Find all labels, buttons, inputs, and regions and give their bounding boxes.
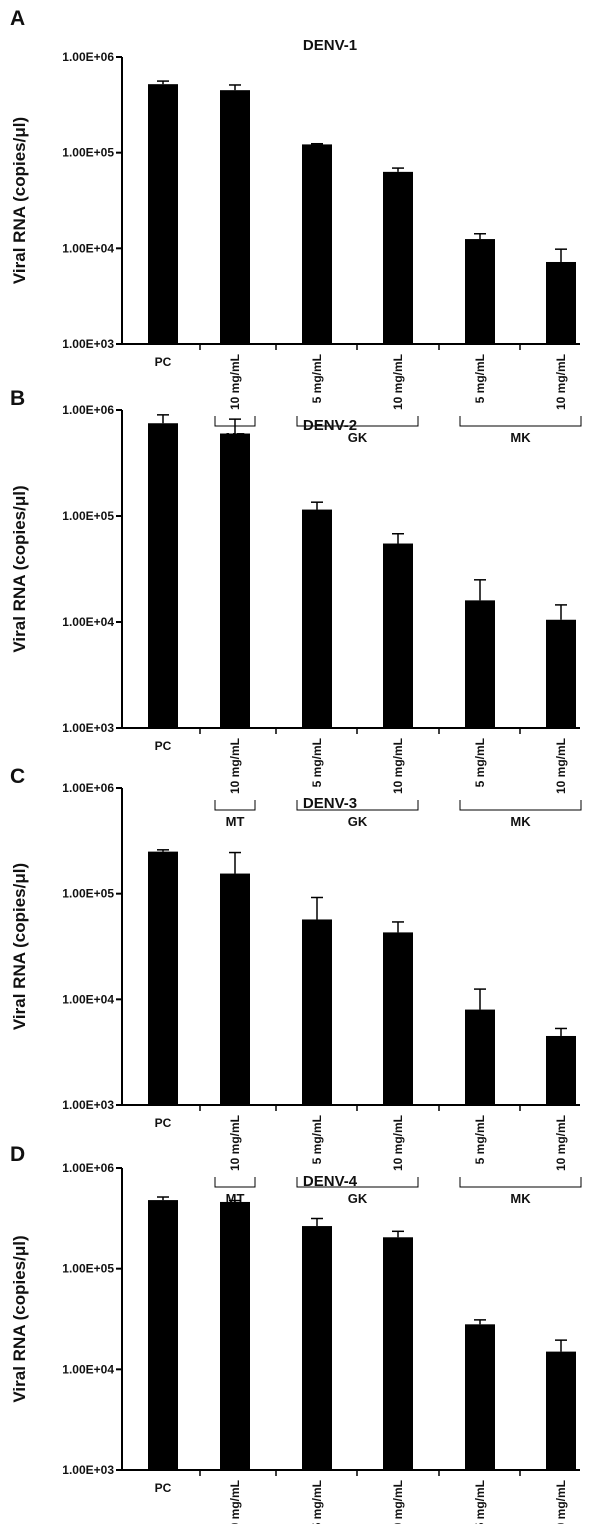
bar: [383, 171, 413, 344]
category-label: 10 mg/mL: [391, 1480, 405, 1524]
bar: [220, 873, 250, 1105]
group-label: GK: [348, 430, 368, 445]
category-label: 5 mg/mL: [473, 1115, 487, 1164]
bar: [220, 1201, 250, 1470]
bar: [220, 90, 250, 345]
bar: [148, 84, 178, 345]
category-label: 5 mg/mL: [473, 738, 487, 787]
bar: [302, 1226, 332, 1470]
chart-title: DENV-4: [303, 1173, 358, 1190]
group-bracket: [296, 800, 419, 811]
category-label: 10 mg/mL: [554, 1480, 568, 1524]
bar: [465, 1324, 495, 1470]
bar: [546, 261, 576, 344]
y-tick-label: 1.00E+03: [62, 337, 114, 351]
y-axis-label: Viral RNA (copies/μl): [10, 117, 29, 284]
category-label: 10 mg/mL: [391, 1115, 405, 1171]
y-tick-label: 1.00E+04: [62, 1362, 114, 1376]
bar: [302, 919, 332, 1105]
group-label: MT: [226, 814, 245, 829]
y-tick-label: 1.00E+04: [62, 241, 114, 255]
category-label: 5 mg/mL: [473, 354, 487, 403]
bar: [465, 239, 495, 344]
panel-letter: C: [10, 765, 25, 788]
group-bracket: [459, 800, 582, 811]
y-tick-label: 1.00E+04: [62, 615, 114, 629]
y-axis-label: Viral RNA (copies/μl): [10, 863, 29, 1030]
y-tick-label: 1.00E+05: [62, 1262, 114, 1276]
bar: [383, 932, 413, 1105]
chart-title: DENV-2: [303, 417, 357, 434]
group-bracket: [214, 800, 256, 811]
group-bracket: [459, 416, 582, 427]
category-label: 5 mg/mL: [310, 1480, 324, 1524]
category-label: 10 mg/mL: [554, 354, 568, 410]
group-label: MK: [510, 430, 531, 445]
y-tick-label: 1.00E+05: [62, 509, 114, 523]
category-label: 10 mg/mL: [554, 1115, 568, 1171]
y-tick-label: 1.00E+04: [62, 992, 114, 1006]
chart-title: DENV-3: [303, 795, 357, 812]
y-tick-label: 1.00E+03: [62, 1463, 114, 1477]
y-axis-label: Viral RNA (copies/μl): [10, 1235, 29, 1402]
panel-B: B DENV-2 Viral RNA (copies/μl) 1.00E+03 1.00…: [10, 387, 582, 829]
category-label: 10 mg/mL: [228, 738, 242, 794]
y-tick-label: 1.00E+03: [62, 721, 114, 735]
category-label: PC: [155, 1481, 172, 1495]
category-label: PC: [155, 355, 172, 369]
group-bracket: [214, 1177, 256, 1188]
category-label: 10 mg/mL: [228, 354, 242, 410]
bar: [546, 1035, 576, 1105]
y-tick-label: 1.00E+06: [62, 781, 114, 795]
panel-letter: A: [10, 7, 25, 30]
group-bracket: [296, 416, 419, 427]
category-label: 5 mg/mL: [310, 354, 324, 403]
category-label: 10 mg/mL: [391, 738, 405, 794]
group-label: GK: [348, 814, 368, 829]
panel-C: C DENV-3 Viral RNA (copies/μl) 1.00E+03 1.00…: [10, 765, 582, 1206]
panel-letter: D: [10, 1143, 25, 1166]
y-tick-label: 1.00E+06: [62, 403, 114, 417]
category-label: 10 mg/mL: [391, 354, 405, 410]
y-tick-label: 1.00E+06: [62, 1161, 114, 1175]
panel-letter: B: [10, 387, 25, 410]
y-tick-label: 1.00E+06: [62, 50, 114, 64]
group-label: GK: [348, 1191, 368, 1206]
bar: [465, 1009, 495, 1105]
bar: [148, 1200, 178, 1470]
category-label: 5 mg/mL: [310, 1115, 324, 1164]
category-label: 10 mg/mL: [228, 1115, 242, 1171]
category-label: PC: [155, 1116, 172, 1130]
bar: [148, 423, 178, 728]
group-label: MK: [510, 1191, 531, 1206]
chart-title: DENV-1: [303, 37, 357, 54]
group-bracket: [459, 1177, 582, 1188]
group-bracket: [296, 1177, 419, 1188]
panel-A: A DENV-1 Viral RNA (copies/μl) 1.00E+03 1.00…: [10, 7, 582, 445]
bar: [546, 619, 576, 728]
panel-D: D DENV-4 Viral RNA (copies/μl) 1.00E+03 1.00…: [10, 1143, 580, 1524]
bar: [383, 1237, 413, 1470]
bar: [148, 851, 178, 1105]
category-label: PC: [155, 739, 172, 753]
y-tick-label: 1.00E+03: [62, 1098, 114, 1112]
bar: [546, 1351, 576, 1470]
y-axis-label: Viral RNA (copies/μl): [10, 485, 29, 652]
category-label: 5 mg/mL: [310, 738, 324, 787]
bar: [220, 433, 250, 728]
category-label: 5 mg/mL: [473, 1480, 487, 1524]
y-tick-label: 1.00E+05: [62, 887, 114, 901]
bar: [465, 600, 495, 728]
bar: [302, 144, 332, 344]
bar: [302, 509, 332, 728]
group-label: MK: [510, 814, 531, 829]
category-label: 10 mg/mL: [228, 1480, 242, 1524]
y-tick-label: 1.00E+05: [62, 146, 114, 160]
category-label: 10 mg/mL: [554, 738, 568, 794]
bar: [383, 543, 413, 728]
